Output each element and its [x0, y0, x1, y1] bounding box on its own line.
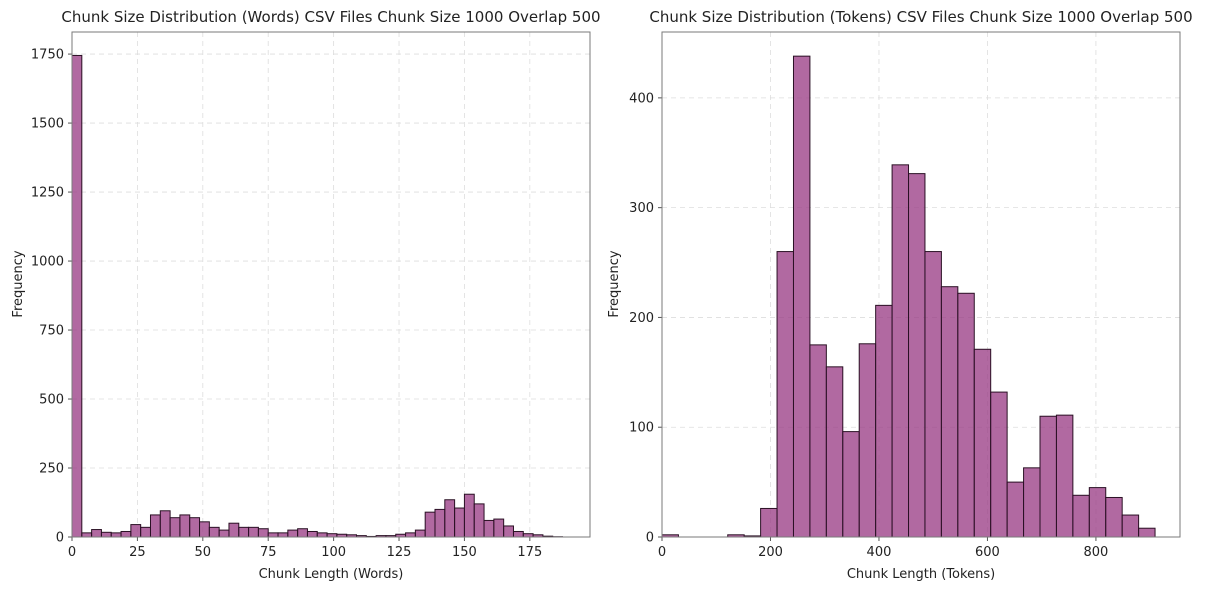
histogram-bar [120, 530, 132, 538]
chart-title: Chunk Size Distribution (Words) CSV File… [61, 8, 600, 26]
histogram-bar [81, 532, 93, 538]
histogram-bar [473, 503, 485, 538]
histogram-bar [1023, 467, 1041, 538]
x-tick-label: 400 [867, 545, 892, 560]
histogram-bar [149, 514, 161, 538]
histogram-bar [503, 525, 514, 538]
histogram-bar [424, 511, 436, 538]
histogram-bar [957, 292, 975, 538]
histogram-bar [434, 508, 446, 538]
x-tick-label: 175 [517, 545, 542, 560]
histogram-bar [1088, 487, 1107, 538]
histogram-bar [267, 532, 279, 538]
histogram-bar [297, 528, 308, 538]
tokens-histogram-chart: Chunk Size Distribution (Tokens) CSV Fil… [607, 8, 1193, 582]
histogram-bar [169, 517, 181, 538]
y-tick-label: 1750 [31, 48, 64, 63]
histogram-bar [990, 391, 1008, 538]
y-tick-label: 0 [646, 531, 654, 546]
y-tick-label: 200 [629, 311, 654, 326]
histogram-bar [306, 530, 318, 538]
x-axis-label: Chunk Length (Words) [259, 567, 404, 582]
histogram-bar [189, 517, 201, 538]
y-tick-label: 300 [629, 201, 654, 216]
x-tick-label: 0 [658, 545, 666, 560]
histogram-bar [825, 366, 844, 538]
y-axis-label: Frequency [11, 250, 26, 317]
histogram-bar [1121, 514, 1140, 538]
y-tick-label: 1250 [31, 186, 64, 201]
y-tick-label: 250 [39, 462, 64, 477]
histogram-bar [405, 532, 416, 538]
plot-frame [661, 31, 1181, 538]
histogram-bar [414, 529, 426, 538]
histogram-bar [316, 532, 328, 538]
x-tick-label: 50 [195, 545, 212, 560]
histogram-bar [1105, 496, 1123, 538]
y-tick-label: 1000 [31, 255, 64, 270]
histogram-bar [1138, 527, 1156, 538]
histogram-bar [454, 507, 465, 538]
histogram-bar [199, 521, 210, 538]
histogram-bar [218, 529, 230, 538]
histogram-bar [842, 431, 860, 538]
histogram-bar [130, 524, 142, 538]
words-histogram-chart: Chunk Size Distribution (Words) CSV File… [11, 8, 601, 582]
histogram-bar [875, 304, 893, 538]
histogram-bar [208, 526, 220, 538]
x-tick-label: 200 [758, 545, 783, 560]
histogram-bar [858, 343, 877, 538]
histogram-bar [760, 507, 778, 538]
x-tick-label: 150 [452, 545, 477, 560]
histogram-bar [110, 532, 122, 538]
histogram-bar [248, 526, 259, 538]
histogram-bar [940, 286, 959, 538]
histogram-bar [257, 528, 269, 538]
y-tick-label: 0 [56, 531, 64, 546]
y-tick-label: 750 [39, 324, 64, 339]
y-axis-label: Frequency [607, 250, 622, 317]
histogram-bar [277, 532, 289, 538]
histogram-bar [1039, 415, 1057, 538]
histogram-bar [179, 514, 191, 538]
histogram-bar [908, 173, 926, 538]
histogram-bar [444, 499, 456, 538]
x-tick-label: 75 [260, 545, 277, 560]
chart-title: Chunk Size Distribution (Tokens) CSV Fil… [649, 8, 1192, 26]
plot-frame [71, 31, 591, 538]
histogram-bar [776, 251, 794, 538]
histogram-bar [1006, 481, 1025, 538]
histogram-bar [71, 54, 83, 538]
x-tick-label: 600 [975, 545, 1000, 560]
y-tick-label: 100 [629, 421, 654, 436]
histogram-bar [809, 344, 827, 538]
x-tick-label: 25 [129, 545, 146, 560]
histogram-bar [924, 251, 942, 538]
histogram-bar [891, 164, 910, 538]
histogram-bar [1072, 494, 1090, 538]
y-tick-label: 1500 [31, 117, 64, 132]
x-tick-label: 0 [68, 545, 76, 560]
histogram-bar [463, 493, 475, 538]
histogram-bar [287, 529, 299, 538]
y-tick-label: 500 [39, 393, 64, 408]
histogram-bar [512, 530, 524, 538]
histogram-bar [238, 526, 250, 538]
x-tick-label: 100 [321, 545, 346, 560]
histogram-bar [140, 526, 151, 538]
histogram-bar [973, 348, 992, 538]
histogram-bar [91, 529, 102, 538]
x-tick-label: 800 [1084, 545, 1109, 560]
histogram-bar [792, 55, 811, 538]
histogram-bar [1055, 414, 1074, 538]
x-tick-label: 125 [387, 545, 412, 560]
histogram-bar [100, 531, 112, 538]
histogram-bar [483, 519, 495, 538]
x-axis-label: Chunk Length (Tokens) [847, 567, 995, 582]
histogram-bar [159, 510, 171, 538]
histogram-bar [228, 522, 240, 538]
y-tick-label: 400 [629, 91, 654, 106]
histogram-bar [493, 518, 505, 538]
